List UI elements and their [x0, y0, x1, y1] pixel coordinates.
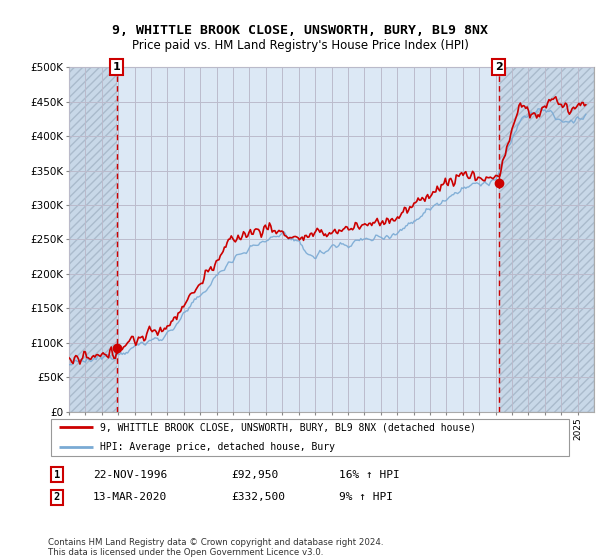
Text: 2: 2: [54, 492, 60, 502]
Text: 1: 1: [54, 470, 60, 480]
Text: 2: 2: [495, 62, 503, 72]
Text: HPI: Average price, detached house, Bury: HPI: Average price, detached house, Bury: [101, 442, 335, 452]
Text: 22-NOV-1996: 22-NOV-1996: [93, 470, 167, 480]
Text: 1: 1: [113, 62, 121, 72]
Text: £332,500: £332,500: [231, 492, 285, 502]
Bar: [69, 67, 116, 412]
Text: Price paid vs. HM Land Registry's House Price Index (HPI): Price paid vs. HM Land Registry's House …: [131, 39, 469, 53]
Bar: [499, 67, 594, 412]
Text: 13-MAR-2020: 13-MAR-2020: [93, 492, 167, 502]
Text: Contains HM Land Registry data © Crown copyright and database right 2024.
This d: Contains HM Land Registry data © Crown c…: [48, 538, 383, 557]
Text: 16% ↑ HPI: 16% ↑ HPI: [339, 470, 400, 480]
Text: 9, WHITTLE BROOK CLOSE, UNSWORTH, BURY, BL9 8NX: 9, WHITTLE BROOK CLOSE, UNSWORTH, BURY, …: [112, 24, 488, 37]
Text: 9, WHITTLE BROOK CLOSE, UNSWORTH, BURY, BL9 8NX (detached house): 9, WHITTLE BROOK CLOSE, UNSWORTH, BURY, …: [101, 422, 476, 432]
FancyBboxPatch shape: [50, 419, 569, 456]
Text: £92,950: £92,950: [231, 470, 278, 480]
Text: 9% ↑ HPI: 9% ↑ HPI: [339, 492, 393, 502]
